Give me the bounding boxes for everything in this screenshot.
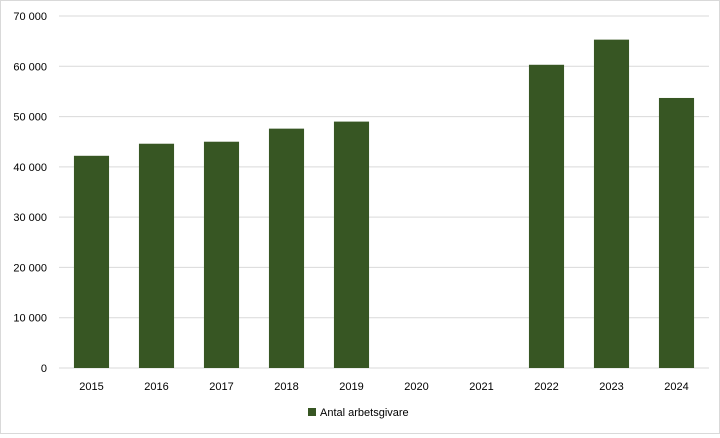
bar-2017	[203, 141, 240, 368]
x-axis-tick-labels: 2015 2016 2017 2018 2019 2020 2021 2022 2023 2024	[79, 381, 688, 393]
x-tick-label: 2015	[79, 381, 103, 393]
y-tick-label: 10 000	[13, 313, 47, 325]
x-tick-label: 2016	[144, 381, 168, 393]
y-tick-label: 50 000	[13, 112, 47, 124]
x-tick-label: 2017	[209, 381, 233, 393]
x-tick-label: 2024	[664, 381, 688, 393]
y-tick-label: 0	[41, 363, 47, 375]
bar-2015	[73, 155, 110, 368]
bar-2023	[593, 39, 630, 369]
x-tick-label: 2022	[534, 381, 558, 393]
x-tick-label: 2018	[274, 381, 298, 393]
bar-2019	[333, 121, 370, 368]
legend-swatch	[308, 408, 316, 416]
y-axis-tick-labels: 0 10 000 20 000 30 000 40 000 50 000 60 000 70 …	[13, 11, 47, 375]
legend: Antal arbetsgivare	[308, 407, 409, 419]
bar-2022	[528, 64, 565, 368]
bar-2018	[268, 128, 305, 368]
bar-2016	[138, 143, 175, 368]
y-tick-label: 20 000	[13, 262, 47, 274]
y-tick-label: 30 000	[13, 212, 47, 224]
y-tick-label: 60 000	[13, 61, 47, 73]
y-tick-label: 70 000	[13, 11, 47, 23]
bar-2024	[658, 97, 695, 369]
x-tick-label: 2020	[404, 381, 428, 393]
x-tick-label: 2019	[339, 381, 363, 393]
bars	[73, 39, 695, 369]
x-tick-label: 2021	[469, 381, 493, 393]
legend-label-antal-arbetsgivare: Antal arbetsgivare	[320, 407, 409, 419]
x-tick-label: 2023	[599, 381, 623, 393]
y-tick-label: 40 000	[13, 162, 47, 174]
